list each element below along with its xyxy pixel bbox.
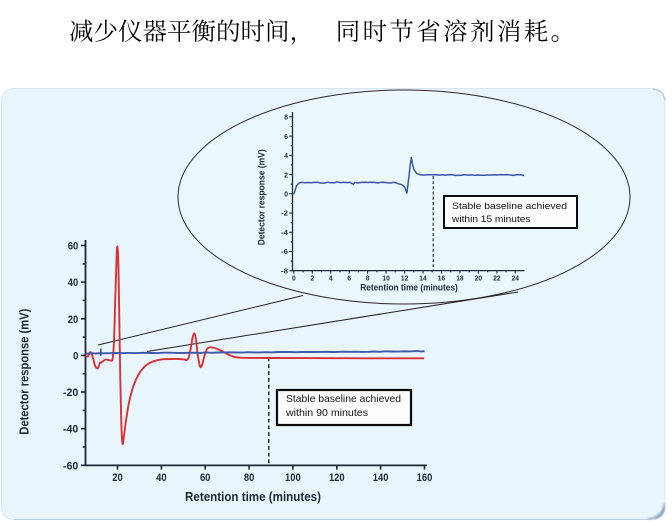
- svg-text:0: 0: [284, 190, 288, 199]
- svg-text:-60: -60: [63, 460, 78, 472]
- svg-text:20: 20: [475, 273, 482, 282]
- svg-text:4: 4: [329, 273, 333, 282]
- svg-text:24: 24: [512, 273, 520, 282]
- svg-text:8: 8: [366, 273, 370, 282]
- svg-text:Detector response (mV): Detector response (mV): [18, 309, 32, 435]
- svg-text:20: 20: [68, 314, 79, 326]
- svg-text:Retention time (minutes): Retention time (minutes): [360, 282, 458, 292]
- svg-text:40: 40: [156, 472, 167, 484]
- svg-text:12: 12: [401, 273, 408, 282]
- svg-text:10: 10: [382, 273, 389, 282]
- svg-text:18: 18: [456, 273, 463, 282]
- svg-text:4: 4: [284, 151, 288, 160]
- svg-text:40: 40: [68, 277, 79, 289]
- svg-text:Stable baseline achieved: Stable baseline achieved: [286, 394, 401, 405]
- svg-text:2: 2: [284, 170, 288, 179]
- svg-text:100: 100: [285, 472, 301, 484]
- svg-text:120: 120: [329, 472, 345, 484]
- svg-text:within 15 minutes: within 15 minutes: [451, 213, 531, 224]
- svg-text:8: 8: [284, 113, 288, 122]
- svg-text:within 90 minutes: within 90 minutes: [285, 408, 368, 419]
- svg-text:6: 6: [347, 273, 351, 282]
- svg-text:-4: -4: [281, 228, 289, 237]
- svg-text:0: 0: [292, 273, 296, 282]
- svg-text:16: 16: [438, 273, 445, 282]
- svg-text:0: 0: [73, 350, 78, 362]
- svg-text:60: 60: [68, 241, 79, 253]
- svg-text:22: 22: [493, 273, 500, 282]
- svg-text:Stable baseline achieved: Stable baseline achieved: [452, 200, 567, 211]
- svg-text:-40: -40: [63, 424, 78, 436]
- svg-text:60: 60: [200, 472, 211, 484]
- svg-text:80: 80: [244, 472, 255, 484]
- svg-text:Detector response (mV): Detector response (mV): [257, 149, 267, 245]
- svg-text:-8: -8: [281, 267, 288, 276]
- svg-text:140: 140: [373, 472, 389, 484]
- svg-text:-6: -6: [281, 247, 288, 256]
- svg-text:14: 14: [419, 273, 427, 282]
- svg-text:160: 160: [417, 472, 433, 484]
- svg-text:-20: -20: [63, 387, 78, 399]
- svg-text:6: 6: [284, 132, 288, 141]
- svg-text:-2: -2: [281, 209, 288, 218]
- svg-text:20: 20: [112, 472, 123, 484]
- svg-text:2: 2: [310, 273, 314, 282]
- svg-text:Retention time (minutes): Retention time (minutes): [185, 490, 321, 504]
